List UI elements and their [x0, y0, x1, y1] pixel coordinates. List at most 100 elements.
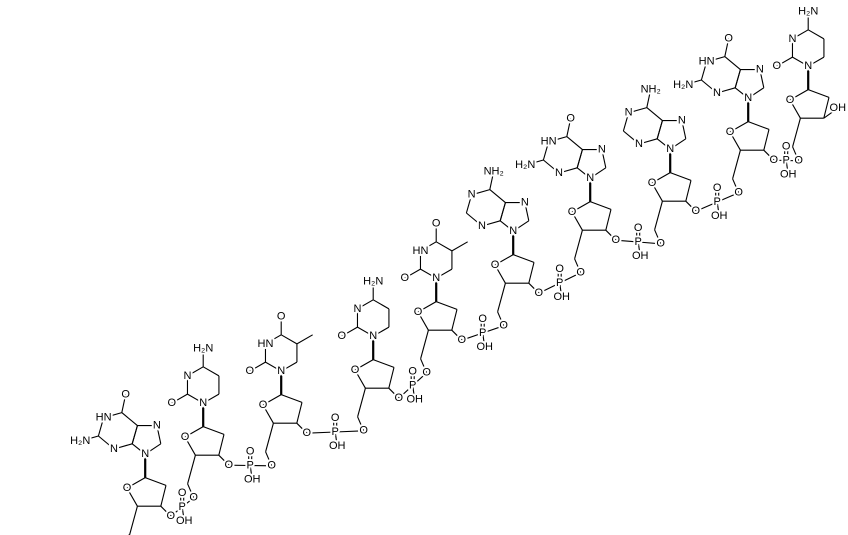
- bond: [499, 202, 506, 221]
- bond: [202, 393, 220, 404]
- atom-label: OH: [176, 515, 193, 527]
- bond: [471, 189, 490, 196]
- bond: [670, 172, 692, 181]
- ring-oxygen: O: [786, 94, 795, 106]
- atom-label: OH: [406, 393, 423, 405]
- bond: [724, 56, 741, 71]
- atom-label: N: [353, 303, 361, 315]
- bond: [776, 56, 793, 67]
- bond: [412, 385, 416, 400]
- atom-label: HN: [699, 56, 715, 68]
- atom-label: O: [566, 112, 575, 124]
- bond: [622, 112, 630, 132]
- bond: [296, 422, 308, 434]
- bond: [559, 272, 581, 284]
- bond: [558, 167, 578, 174]
- ring-oxygen: O: [259, 399, 268, 411]
- bond: [156, 425, 162, 444]
- atom-label: O: [555, 263, 564, 275]
- bond: [701, 79, 718, 94]
- bond: [354, 359, 374, 371]
- bond: [571, 201, 591, 213]
- atom-label: N: [277, 365, 285, 377]
- bond: [605, 229, 617, 241]
- ring-oxygen: O: [726, 126, 735, 138]
- bond: [747, 87, 765, 99]
- bond: [681, 120, 687, 139]
- bond: [451, 309, 458, 331]
- atom-label: O: [395, 392, 404, 404]
- bond: [615, 239, 639, 243]
- bond: [700, 61, 708, 81]
- atom-label: N: [432, 272, 440, 284]
- atom-label: O: [499, 320, 508, 332]
- atom-label: N: [183, 370, 191, 382]
- bond: [404, 268, 421, 279]
- bond: [497, 283, 506, 312]
- atom-label: O: [277, 311, 286, 323]
- atom-label: O: [432, 218, 441, 230]
- bond: [203, 426, 225, 435]
- atom-label: OH: [244, 473, 261, 485]
- ring-oxygen: O: [648, 177, 657, 189]
- bond: [334, 431, 338, 447]
- bond: [144, 443, 162, 455]
- bond: [494, 264, 506, 284]
- bond: [789, 89, 809, 101]
- bond: [482, 332, 486, 348]
- phosphorus: P: [635, 236, 642, 248]
- bond: [823, 97, 830, 119]
- atom-label: O: [400, 272, 409, 284]
- atom-label: NH₂: [641, 83, 661, 95]
- atom-label: O: [167, 397, 176, 409]
- bonds: [80, 11, 839, 535]
- atom-label: H₂N: [193, 343, 213, 355]
- atom-label: NH₂: [484, 165, 504, 177]
- atom-label: N: [521, 197, 529, 209]
- bond: [494, 254, 514, 266]
- bond: [729, 121, 749, 133]
- atom-label: H₂N: [798, 6, 818, 18]
- phosphorus: P: [247, 459, 254, 471]
- atom-label: O: [634, 222, 643, 234]
- bond: [763, 129, 770, 151]
- bond: [249, 361, 266, 372]
- atom-label: O: [772, 60, 781, 72]
- atom-label: N: [509, 225, 517, 237]
- atom-label: HN: [258, 338, 274, 350]
- phosphorus: P: [556, 277, 563, 289]
- bond: [628, 107, 647, 114]
- atom-label: O: [656, 238, 665, 250]
- bond: [646, 107, 663, 122]
- atom-label: O: [303, 427, 312, 439]
- bond: [420, 268, 437, 279]
- bond: [785, 160, 789, 175]
- bond: [187, 455, 196, 484]
- bond: [262, 404, 274, 424]
- bond: [126, 487, 138, 507]
- atom-label: O: [535, 287, 544, 299]
- bond: [184, 436, 196, 456]
- bond: [160, 485, 167, 507]
- bond: [451, 241, 468, 252]
- bond: [265, 451, 273, 467]
- bond: [576, 167, 591, 179]
- bond: [807, 29, 825, 40]
- ring-oxygen: O: [123, 482, 132, 494]
- atom-label: O: [734, 187, 743, 199]
- atom-label: N: [199, 397, 207, 409]
- bond: [759, 69, 765, 88]
- bond: [113, 443, 133, 450]
- atom-label: OH: [711, 210, 728, 222]
- bond: [792, 29, 809, 40]
- bond: [654, 201, 663, 230]
- bond: [716, 87, 736, 94]
- atom-label: N: [478, 220, 486, 232]
- atom-label: O: [478, 313, 487, 325]
- bond: [131, 425, 138, 444]
- atom-label: H₂N: [70, 435, 90, 447]
- bond: [792, 56, 809, 67]
- bond: [280, 334, 298, 345]
- bond: [372, 326, 390, 337]
- bond: [574, 258, 582, 274]
